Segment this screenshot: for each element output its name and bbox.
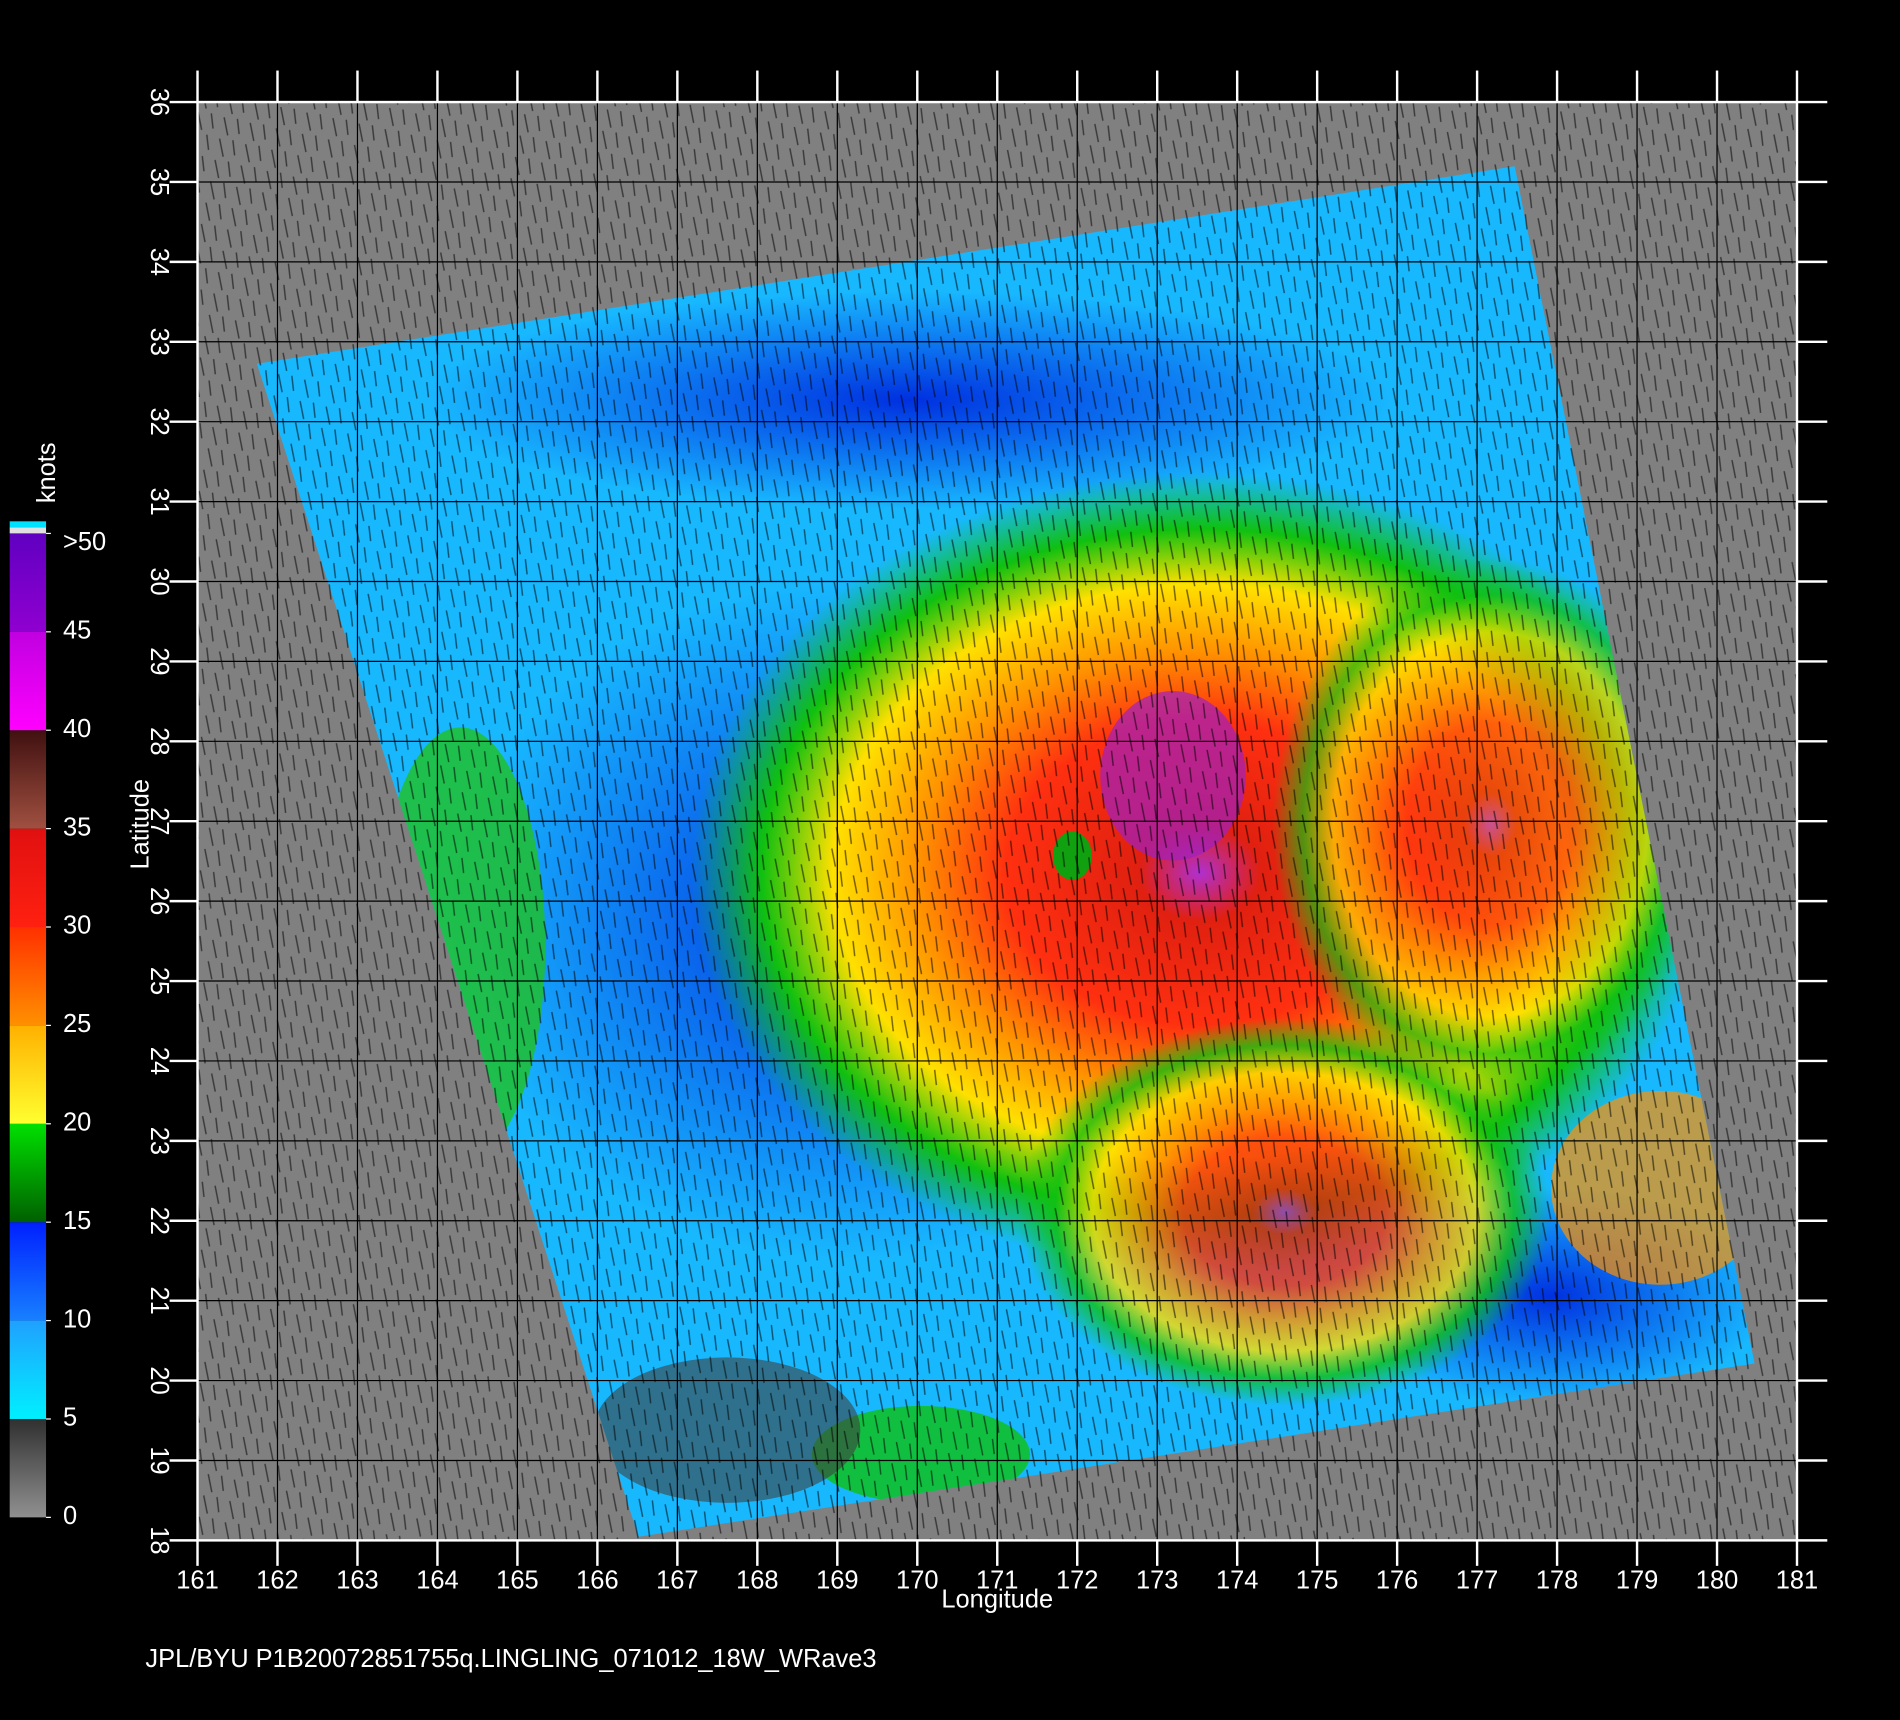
- colorbar-tick-label: 10: [63, 1305, 91, 1333]
- x-tick-label: 162: [256, 1566, 298, 1594]
- y-tick-label: 21: [145, 1287, 173, 1315]
- colorbar-tick-label: 45: [63, 617, 91, 645]
- x-tick-label: 164: [416, 1566, 458, 1594]
- x-tick-label: 179: [1616, 1566, 1658, 1594]
- colorbar-tick-label: 20: [63, 1109, 91, 1137]
- x-tick-label: 174: [1216, 1566, 1258, 1594]
- x-tick-label: 163: [336, 1566, 378, 1594]
- colorbar-segment: [9, 631, 47, 731]
- y-tick-label: 22: [145, 1207, 173, 1235]
- y-tick-label: 28: [145, 727, 173, 755]
- x-tick-label: 170: [896, 1566, 938, 1594]
- y-tick-label: 23: [145, 1127, 173, 1155]
- colorbar-segment: [9, 828, 47, 928]
- footer: JPL/BYU P1B20072851755q.LINGLING_071012_…: [145, 1645, 876, 1673]
- y-tick-label: 31: [145, 487, 173, 515]
- colorbar-segment: [9, 730, 47, 829]
- colorbar-segment: [9, 533, 47, 632]
- colorbar-segment: [9, 1025, 47, 1124]
- plot-frame: [196, 100, 1799, 1542]
- colorbar-tick-label: 0: [63, 1502, 77, 1530]
- x-tick-label: 181: [1776, 1566, 1818, 1594]
- y-tick-label: 33: [145, 328, 173, 356]
- y-tick-label: 24: [145, 1047, 173, 1075]
- x-tick-label: 180: [1696, 1566, 1738, 1594]
- x-axis-label: Longitude: [941, 1586, 1053, 1614]
- x-tick-label: 165: [496, 1566, 538, 1594]
- x-tick-label: 168: [736, 1566, 778, 1594]
- y-tick-label: 20: [145, 1366, 173, 1394]
- x-tick-label: 166: [576, 1566, 618, 1594]
- x-tick-label: 177: [1456, 1566, 1498, 1594]
- colorbar-segment: [9, 1418, 47, 1518]
- y-tick-label: 35: [145, 168, 173, 196]
- x-tick-label: 167: [656, 1566, 698, 1594]
- y-tick-label: 27: [145, 807, 173, 835]
- x-tick-label: 171: [976, 1566, 1018, 1594]
- x-tick-label: 178: [1536, 1566, 1578, 1594]
- y-tick-label: 19: [145, 1446, 173, 1474]
- y-tick-label: 29: [145, 647, 173, 675]
- y-tick-label: 26: [145, 887, 173, 915]
- colorbar-segment: [9, 1123, 47, 1223]
- y-tick-label: 18: [145, 1526, 173, 1554]
- x-tick-label: 172: [1056, 1566, 1098, 1594]
- x-tick-label: 161: [176, 1566, 218, 1594]
- y-axis-label: Latitude: [126, 779, 154, 870]
- colorbar-tick-label: 30: [63, 912, 91, 940]
- colorbar-tick-label: 15: [63, 1207, 91, 1235]
- colorbar-tick-label: >50: [63, 528, 106, 556]
- colorbar-segment: [9, 1320, 47, 1419]
- colorbar: [9, 521, 47, 1518]
- y-tick-label: 32: [145, 408, 173, 436]
- y-tick-label: 25: [145, 967, 173, 995]
- x-tick-label: 173: [1136, 1566, 1178, 1594]
- colorbar-tick-label: 35: [63, 813, 91, 841]
- colorbar-segment: [9, 927, 47, 1026]
- x-tick-label: 169: [816, 1566, 858, 1594]
- colorbar-segment: [9, 1222, 47, 1321]
- colorbar-tick-label: 25: [63, 1010, 91, 1038]
- y-tick-label: 34: [145, 248, 173, 276]
- colorbar-tick-label: 5: [63, 1404, 77, 1432]
- colorbar-tick-label: 40: [63, 715, 91, 743]
- x-tick-label: 176: [1376, 1566, 1418, 1594]
- y-tick-label: 36: [145, 88, 173, 116]
- x-tick-label: 175: [1296, 1566, 1338, 1594]
- colorbar-title: knots: [33, 442, 61, 503]
- y-tick-label: 30: [145, 567, 173, 595]
